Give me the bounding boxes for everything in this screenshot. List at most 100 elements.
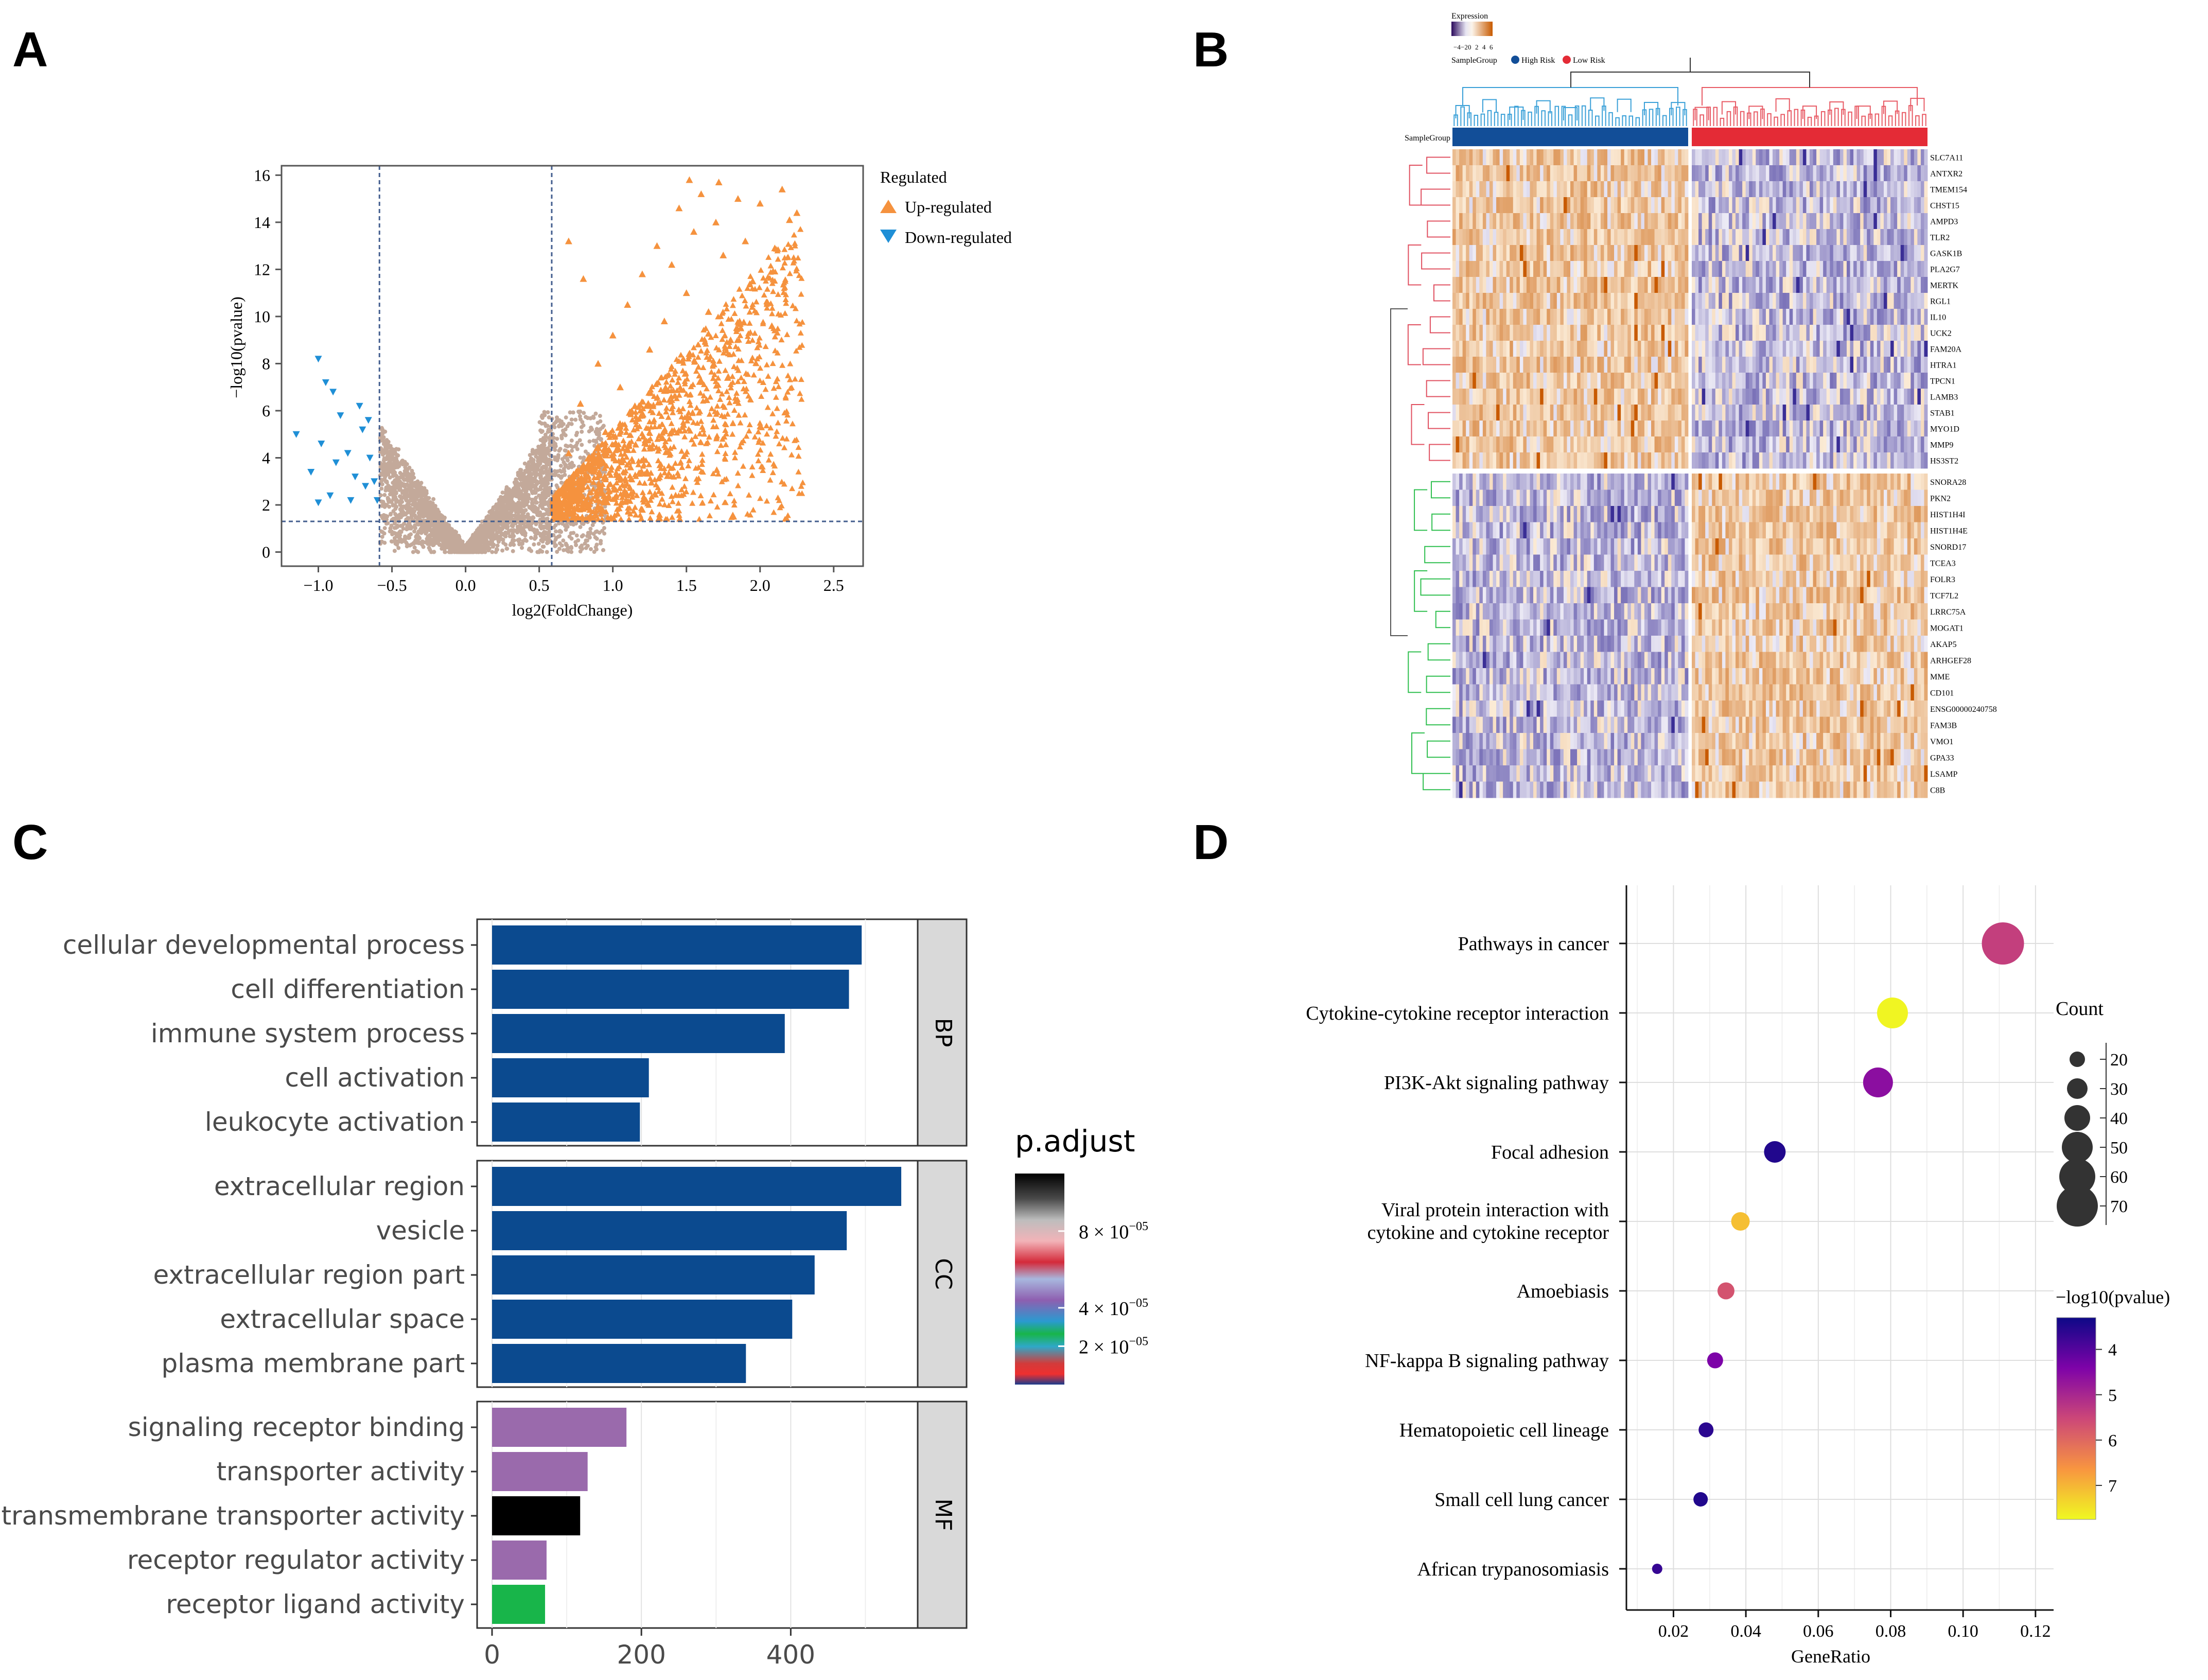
heatmap-cell [1533, 652, 1537, 669]
heatmap-cell [1489, 261, 1493, 277]
heatmap-cell [1681, 452, 1685, 469]
heatmap-cell [1593, 181, 1598, 198]
heatmap-cell [1742, 149, 1746, 166]
heatmap-cell [1456, 684, 1460, 701]
heatmap-cell [1813, 341, 1817, 357]
heatmap-cell [1627, 522, 1632, 539]
heatmap-cell [1719, 245, 1723, 261]
heatmap-cell [1870, 587, 1874, 604]
heatmap-cell [1597, 165, 1601, 182]
heatmap-cell [1830, 587, 1834, 604]
heatmap-cell [1765, 522, 1769, 539]
heatmap-cell [1486, 309, 1490, 325]
heatmap-cell [1600, 229, 1604, 246]
heatmap-cell [1786, 277, 1790, 293]
heatmap-cell [1702, 373, 1706, 389]
heatmap-cell [1671, 587, 1675, 604]
heatmap-cell [1651, 309, 1655, 325]
heatmap-cell [1621, 554, 1625, 571]
heatmap-cell [1904, 684, 1908, 701]
heatmap-cell [1459, 452, 1463, 469]
heatmap-cell [1493, 341, 1497, 357]
heatmap-cell [1692, 684, 1695, 701]
heatmap-cell [1867, 357, 1871, 373]
heatmap-cell [1587, 325, 1591, 341]
heatmap-cell [1513, 603, 1517, 620]
heatmap-cell [1519, 229, 1523, 246]
heatmap-cell [1456, 474, 1460, 490]
heatmap-cell [1843, 373, 1847, 389]
heatmap-cell [1456, 373, 1460, 389]
heatmap-cell [1904, 506, 1908, 522]
heatmap-cell [1873, 452, 1878, 469]
heatmap-cell [1883, 452, 1887, 469]
heatmap-cell [1894, 149, 1898, 166]
heatmap-cell [1863, 197, 1867, 214]
heatmap-cell [1593, 538, 1598, 555]
heatmap-cell [1459, 421, 1463, 437]
heatmap-cell [1560, 587, 1564, 604]
heatmap-cell [1668, 684, 1672, 701]
heatmap-cell [1839, 538, 1844, 555]
heatmap-cell [1722, 197, 1726, 214]
heatmap-cell [1597, 603, 1601, 620]
heatmap-cell [1459, 436, 1463, 453]
heatmap-cell [1631, 603, 1635, 620]
heatmap-cell [1850, 522, 1854, 539]
heatmap-cell [1894, 405, 1898, 421]
heatmap-cell [1648, 619, 1652, 636]
down-regulated-point [371, 478, 378, 485]
heatmap-cell [1530, 619, 1534, 636]
heatmap-cell [1664, 181, 1669, 198]
heatmap-cell [1543, 506, 1547, 522]
heatmap-cell [1769, 309, 1773, 325]
heatmap-cell [1466, 197, 1470, 214]
heatmap-cell [1506, 452, 1510, 469]
heatmap-cell [1486, 373, 1490, 389]
heatmap-cell [1600, 213, 1604, 230]
heatmap-cell [1732, 181, 1736, 198]
heatmap-cell [1587, 652, 1591, 669]
heatmap-cell [1523, 341, 1527, 357]
heatmap-cell [1749, 357, 1753, 373]
heatmap-cell [1664, 149, 1669, 166]
heatmap-cell [1742, 506, 1746, 522]
heatmap-cell [1702, 309, 1706, 325]
heatmap-cell [1880, 149, 1884, 166]
heatmap-cell [1816, 474, 1820, 490]
heatmap-cell [1924, 373, 1928, 389]
heatmap-cell [1894, 341, 1898, 357]
heatmap-cell [1674, 293, 1678, 309]
heatmap-cell [1920, 165, 1924, 182]
heatmap-cell [1914, 474, 1918, 490]
heatmap-cell [1722, 571, 1726, 587]
heatmap-cell [1631, 245, 1635, 261]
heatmap-cell [1806, 603, 1810, 620]
heatmap-cell [1736, 149, 1739, 166]
heatmap-cell [1479, 489, 1483, 506]
heatmap-cell [1802, 506, 1807, 522]
heatmap-cell [1880, 181, 1884, 198]
heatmap-cell [1560, 506, 1564, 522]
heatmap-cell [1839, 603, 1844, 620]
heatmap-cell [1671, 405, 1675, 421]
heatmap-cell [1469, 474, 1473, 490]
heatmap-cell [1742, 213, 1746, 230]
heatmap-cell [1769, 571, 1773, 587]
heatmap-cell [1523, 436, 1527, 453]
heatmap-cell [1799, 452, 1803, 469]
heatmap-cell [1765, 357, 1769, 373]
heatmap-cell [1547, 474, 1551, 490]
heatmap-cell [1510, 538, 1514, 555]
heatmap-cell [1752, 436, 1756, 453]
heatmap-cell [1496, 293, 1500, 309]
heatmap-cell [1456, 636, 1460, 652]
heatmap-cell [1810, 603, 1813, 620]
heatmap-cell [1523, 554, 1527, 571]
heatmap-cell [1715, 571, 1719, 587]
heatmap-cell [1540, 213, 1544, 230]
heatmap-cell [1516, 636, 1520, 652]
heatmap-cell [1712, 452, 1716, 469]
heatmap-cell [1658, 684, 1662, 701]
heatmap-cell [1597, 571, 1601, 587]
